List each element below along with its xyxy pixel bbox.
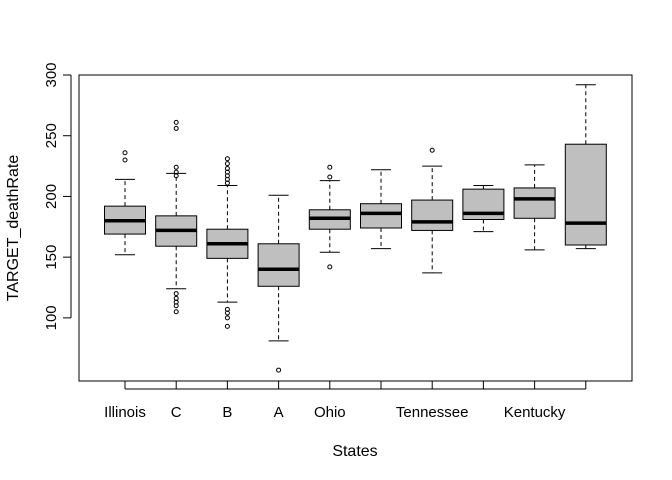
outlier-point — [224, 161, 230, 167]
box-iqr — [411, 199, 454, 231]
outlier-point — [173, 291, 179, 297]
y-tick-label: 300 — [43, 62, 60, 87]
x-tick-label: Tennessee — [396, 404, 469, 421]
plot-frame — [78, 74, 633, 382]
y-tick-label: 100 — [43, 305, 60, 330]
x-tick-label: B — [222, 404, 232, 421]
box-group — [206, 156, 249, 329]
y-axis-label: TARGET_deathRate — [5, 155, 22, 302]
outlier-point — [122, 157, 128, 163]
outlier-point — [173, 169, 179, 175]
box-group — [411, 147, 454, 274]
y-tick-label: 150 — [43, 245, 60, 270]
x-axis-label: States — [332, 443, 377, 460]
box-group — [257, 194, 300, 373]
outlier-point — [224, 306, 230, 312]
x-tick-label: C — [171, 404, 182, 421]
box-group — [564, 84, 607, 250]
box-group — [308, 164, 351, 270]
outlier-point — [173, 309, 179, 315]
outlier-point — [429, 147, 435, 153]
x-tick-label: A — [274, 404, 284, 421]
outlier-point — [173, 295, 179, 301]
outlier-point — [173, 119, 179, 125]
x-tick-label: Ohio — [314, 404, 346, 421]
y-tick-label: 200 — [43, 184, 60, 209]
y-tick-label: 250 — [43, 123, 60, 148]
x-tick-label: Kentucky — [504, 404, 566, 421]
box-iqr — [513, 187, 556, 219]
outlier-point — [327, 164, 333, 170]
outlier-point — [224, 156, 230, 162]
y-axis: 100 150 200 250 300 — [43, 62, 72, 330]
outlier-point — [327, 264, 333, 270]
box-group — [513, 164, 556, 251]
outlier-point — [122, 150, 128, 156]
x-axis: Illinois C B A Ohio Tennessee Kentucky — [104, 381, 587, 421]
box-group-container — [104, 84, 607, 373]
outlier-point — [224, 166, 230, 171]
outlier-point — [224, 315, 230, 321]
outlier-point — [173, 125, 179, 131]
outlier-point — [276, 367, 282, 373]
box-group — [360, 169, 402, 250]
x-tick-label: Illinois — [104, 404, 146, 421]
box-iqr — [360, 203, 402, 229]
box-group — [104, 150, 146, 256]
outlier-point — [173, 164, 179, 170]
outlier-point — [327, 174, 333, 180]
box-group — [155, 119, 198, 315]
box-iqr — [564, 143, 607, 246]
box-iqr — [257, 243, 300, 287]
box-group — [462, 185, 505, 233]
outlier-point — [224, 323, 230, 329]
